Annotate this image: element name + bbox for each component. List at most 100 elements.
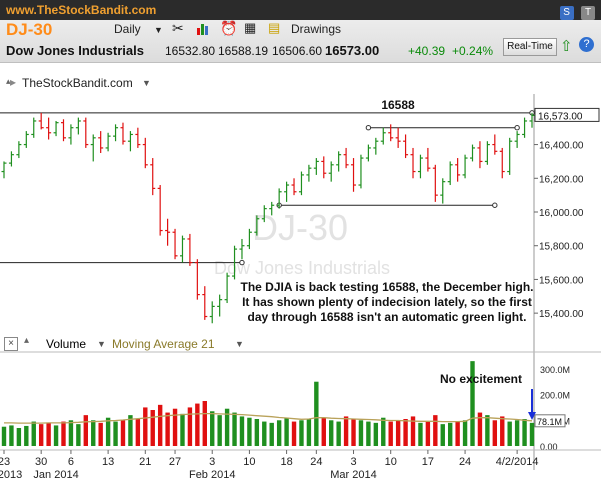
volume-bar bbox=[269, 422, 274, 446]
volume-bar bbox=[291, 421, 297, 446]
volume-bar bbox=[31, 421, 36, 446]
annotation-line: The DJIA is back testing 16588, the Dece… bbox=[240, 280, 534, 294]
volume-bar bbox=[440, 424, 445, 446]
volume-bar bbox=[113, 421, 118, 446]
collapse-arrow-icon[interactable]: ▴ bbox=[6, 76, 11, 86]
volume-bar bbox=[239, 416, 245, 446]
quote-high: 16588.19 bbox=[218, 44, 269, 58]
volume-bar bbox=[507, 421, 512, 446]
date-tick-label: 4/2/2014 bbox=[496, 456, 539, 468]
chevron-down-icon: ▼ bbox=[154, 25, 163, 35]
text-size-icon[interactable]: T bbox=[581, 6, 595, 20]
quote-last: 16573.00 bbox=[325, 43, 380, 58]
line-handle bbox=[239, 259, 245, 266]
chart-toolbar: DJ-30 Daily ▼ ✂ ⏰ ▦ ▤ Drawings bbox=[0, 19, 601, 41]
help-icon[interactable]: ? bbox=[579, 37, 594, 52]
volume-bar bbox=[135, 419, 141, 446]
timeframe-value: Daily bbox=[114, 22, 141, 36]
volume-bar bbox=[403, 419, 408, 446]
price-tick-label: 15,800.00 bbox=[539, 242, 584, 253]
date-tick-label: 21 bbox=[139, 456, 151, 468]
indicators-icon[interactable] bbox=[196, 21, 210, 38]
volume-bar bbox=[53, 425, 59, 446]
brand-link[interactable]: www.TheStockBandit.com bbox=[6, 3, 157, 17]
date-tick-label: 23 bbox=[0, 456, 10, 468]
watermark-symbol: DJ-30 bbox=[252, 207, 348, 248]
volume-annotation: No excitement bbox=[440, 372, 522, 386]
volume-bar bbox=[276, 420, 282, 446]
last-price-value: 16,573.00 bbox=[538, 111, 583, 122]
volume-bar bbox=[351, 419, 356, 446]
notes-icon[interactable]: ▤ bbox=[268, 20, 281, 35]
annotation-line: day through 16588 isn't an automatic gre… bbox=[247, 310, 527, 324]
volume-bar bbox=[500, 416, 505, 446]
volume-bar bbox=[76, 424, 81, 446]
volume-bar bbox=[343, 416, 349, 446]
line-handle bbox=[492, 202, 498, 208]
volume-bar bbox=[284, 417, 289, 446]
volume-bar bbox=[210, 411, 215, 446]
volume-bar bbox=[522, 419, 527, 446]
volume-bar bbox=[24, 425, 29, 446]
arrow-up-icon[interactable]: ⇧ bbox=[560, 38, 573, 55]
volume-bar bbox=[358, 420, 364, 446]
volume-bar bbox=[485, 415, 490, 446]
volume-bar bbox=[232, 412, 237, 446]
timeframe-select[interactable]: Daily ▼ bbox=[114, 22, 163, 36]
quote-open: 16532.80 bbox=[165, 44, 216, 58]
level-label: 16588 bbox=[381, 98, 415, 112]
month-label: Feb 2014 bbox=[189, 469, 235, 481]
drawings-button[interactable]: Drawings bbox=[291, 22, 342, 36]
date-tick-label: 24 bbox=[310, 456, 322, 468]
date-tick-label: 27 bbox=[169, 456, 181, 468]
volume-bar bbox=[455, 421, 460, 446]
volume-bar bbox=[336, 421, 341, 446]
line-handle bbox=[365, 125, 372, 131]
volume-bar bbox=[262, 421, 267, 446]
site-label[interactable]: TheStockBandit.com bbox=[22, 76, 133, 90]
volume-bar bbox=[9, 425, 14, 446]
volume-bar bbox=[150, 410, 155, 446]
calendar-icon[interactable]: ▦ bbox=[244, 20, 257, 35]
realtime-button[interactable]: Real-Time bbox=[503, 38, 557, 56]
brand-bar: www.TheStockBandit.com S T bbox=[0, 0, 601, 20]
volume-bar bbox=[128, 415, 133, 446]
volume-bar bbox=[373, 422, 379, 446]
chevron-down-icon[interactable]: ▼ bbox=[235, 339, 244, 349]
volume-bar bbox=[492, 420, 498, 446]
quote-low: 16506.60 bbox=[272, 44, 323, 58]
date-tick-label: 6 bbox=[68, 456, 74, 468]
volume-bar bbox=[195, 403, 200, 446]
close-icon[interactable]: × bbox=[4, 337, 18, 351]
volume-tick-label: 0.00 bbox=[540, 442, 558, 452]
alarm-clock-icon[interactable]: ⏰ bbox=[220, 20, 238, 36]
tools-icon[interactable]: ✂ bbox=[172, 20, 184, 36]
share-icon[interactable]: S bbox=[559, 6, 574, 20]
ticker-symbol[interactable]: DJ-30 bbox=[6, 20, 53, 39]
volume-bar bbox=[433, 415, 438, 446]
volume-bar bbox=[38, 424, 44, 446]
volume-bar bbox=[1, 426, 7, 446]
date-tick-label: 17 bbox=[422, 456, 434, 468]
volume-bar bbox=[172, 408, 178, 446]
volume-bar bbox=[321, 417, 326, 446]
price-tick-label: 16,200.00 bbox=[539, 174, 584, 185]
volume-bar bbox=[180, 413, 185, 446]
volume-bar bbox=[202, 401, 207, 446]
date-tick-label: 10 bbox=[243, 456, 255, 468]
volume-bar bbox=[470, 361, 475, 446]
chevron-down-icon[interactable]: ▼ bbox=[97, 339, 106, 349]
volume-bar bbox=[83, 415, 89, 446]
volume-ma-value: 78.1M bbox=[537, 417, 562, 427]
volume-bar bbox=[16, 428, 22, 446]
volume-bar bbox=[529, 422, 535, 446]
volume-bar bbox=[247, 417, 252, 446]
chevron-down-icon[interactable]: ▼ bbox=[142, 78, 151, 88]
volume-bar bbox=[418, 422, 423, 446]
volume-bar bbox=[46, 422, 51, 446]
volume-bar bbox=[217, 415, 222, 446]
collapse-arrow-icon[interactable]: ▴ bbox=[24, 335, 30, 346]
volume-bar bbox=[120, 420, 126, 446]
quote-bar: Dow Jones Industrials 16532.80 16588.19 … bbox=[0, 42, 601, 60]
